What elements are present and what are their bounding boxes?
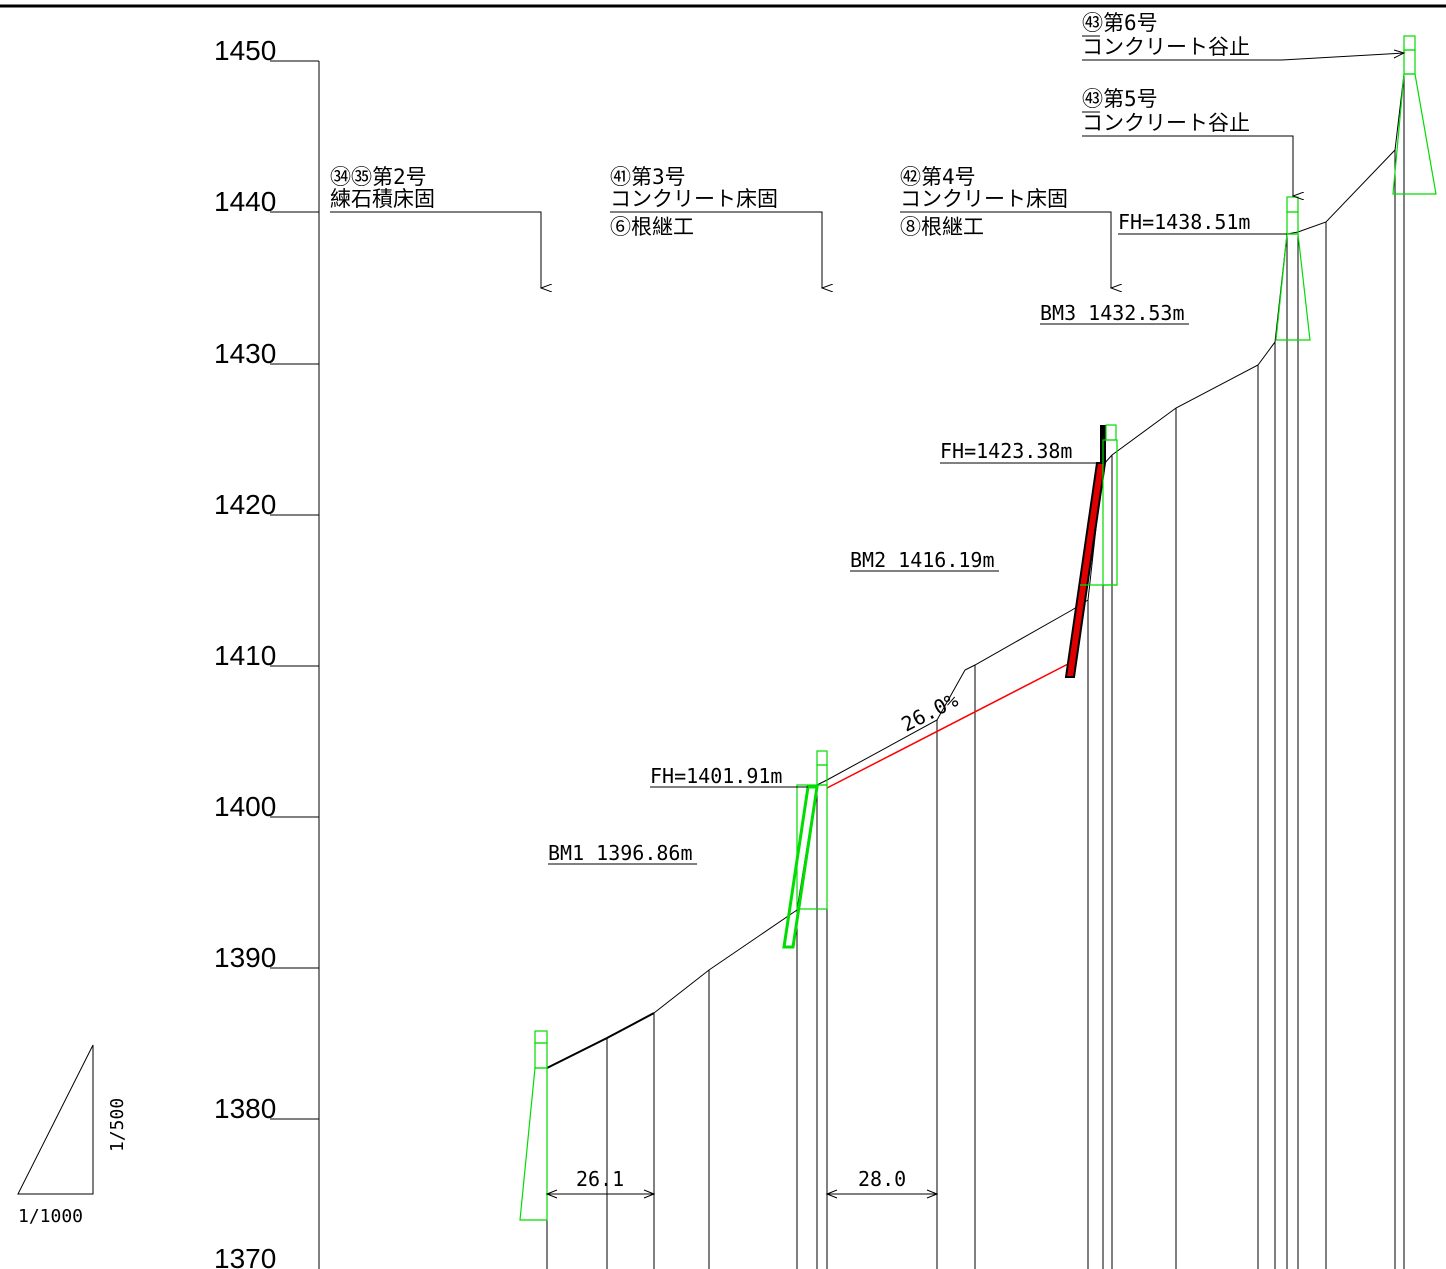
no2-line1: ㉞㉟第2号: [330, 165, 427, 189]
design-grade-line: [826, 662, 1071, 789]
elev-label-1410: 1410: [214, 640, 276, 671]
leader-no6-arrow: [1393, 49, 1406, 59]
no6-line1: ㊸第6号: [1082, 11, 1158, 35]
fh-label-3: FH=1438.51m: [1118, 210, 1250, 234]
ground-line-thick: [546, 1012, 655, 1069]
dam-structure-1: [519, 1030, 548, 1221]
no3-line3: ⑥根継工: [610, 215, 694, 239]
no4-line3: ⑧根継工: [900, 215, 984, 239]
leader-no5: [1082, 135, 1293, 196]
leader-no2: [330, 211, 541, 288]
ground-line: [653, 73, 1405, 1014]
dimension-lines: [545, 1189, 939, 1199]
fh-label-2: FH=1423.38m: [940, 439, 1072, 463]
slope-label: 26.0%: [897, 688, 962, 737]
no5-line1: ㊸第5号: [1082, 87, 1158, 111]
elev-label-1420: 1420: [214, 489, 276, 520]
elev-label-1430: 1430: [214, 338, 276, 369]
structure-labels: ㉞㉟第2号 練石積床固 ㊶第3号 コンクリート床固 ⑥根継工 ㊷第4号 コンクリ…: [330, 11, 1250, 239]
scale-indicator: 1/1000 1/500: [17, 1044, 128, 1227]
dim-arrows-1: [545, 1189, 656, 1199]
dam-structure-3: [782, 750, 828, 949]
no4-line2: コンクリート床固: [900, 187, 1068, 211]
elevation-axis: 1450 1440 1430 1420 1410 1400 1390 1380 …: [214, 35, 320, 1269]
elev-label-1380: 1380: [214, 1093, 276, 1124]
dam-structure-6: [1392, 35, 1437, 195]
leader-no6: [1082, 52, 1405, 61]
bm-label-3: BM3 1432.53m: [1040, 301, 1185, 325]
leader-no4: [900, 211, 1111, 288]
no3-line2: コンクリート床固: [610, 187, 778, 211]
bm-label-2: BM2 1416.19m: [850, 548, 995, 572]
no6-line2: コンクリート谷止: [1082, 35, 1250, 59]
no2-line2: 練石積床固: [330, 187, 435, 211]
elev-label-1370: 1370: [214, 1243, 276, 1269]
section-lines: [546, 74, 1405, 1269]
leader-no3: [610, 211, 822, 288]
no4-line1: ㊷第4号: [900, 165, 976, 189]
no3-line1: ㊶第3号: [610, 165, 686, 189]
dim-arrows-2: [825, 1189, 939, 1199]
scale-triangle: [17, 1044, 94, 1195]
bm-label-1: BM1 1396.86m: [548, 841, 693, 865]
elev-label-1390: 1390: [214, 942, 276, 973]
elev-label-1440: 1440: [214, 186, 276, 217]
leader-lines: [330, 35, 1406, 288]
scale-vertical: 1/500: [107, 1098, 128, 1152]
dim-label-2: 28.0: [858, 1167, 906, 1191]
dam-structure-5: [1275, 196, 1311, 341]
fh-label-1: FH=1401.91m: [650, 764, 782, 788]
scale-horizontal: 1/1000: [18, 1206, 83, 1227]
dam-structure-4: [1064, 424, 1118, 678]
elevation-marks: FH=1401.91m FH=1423.38m FH=1438.51m BM1 …: [548, 210, 1287, 865]
no5-line2: コンクリート谷止: [1082, 111, 1250, 135]
elev-label-1400: 1400: [214, 791, 276, 822]
elev-label-1450: 1450: [214, 35, 276, 66]
dim-label-1: 26.1: [576, 1167, 624, 1191]
